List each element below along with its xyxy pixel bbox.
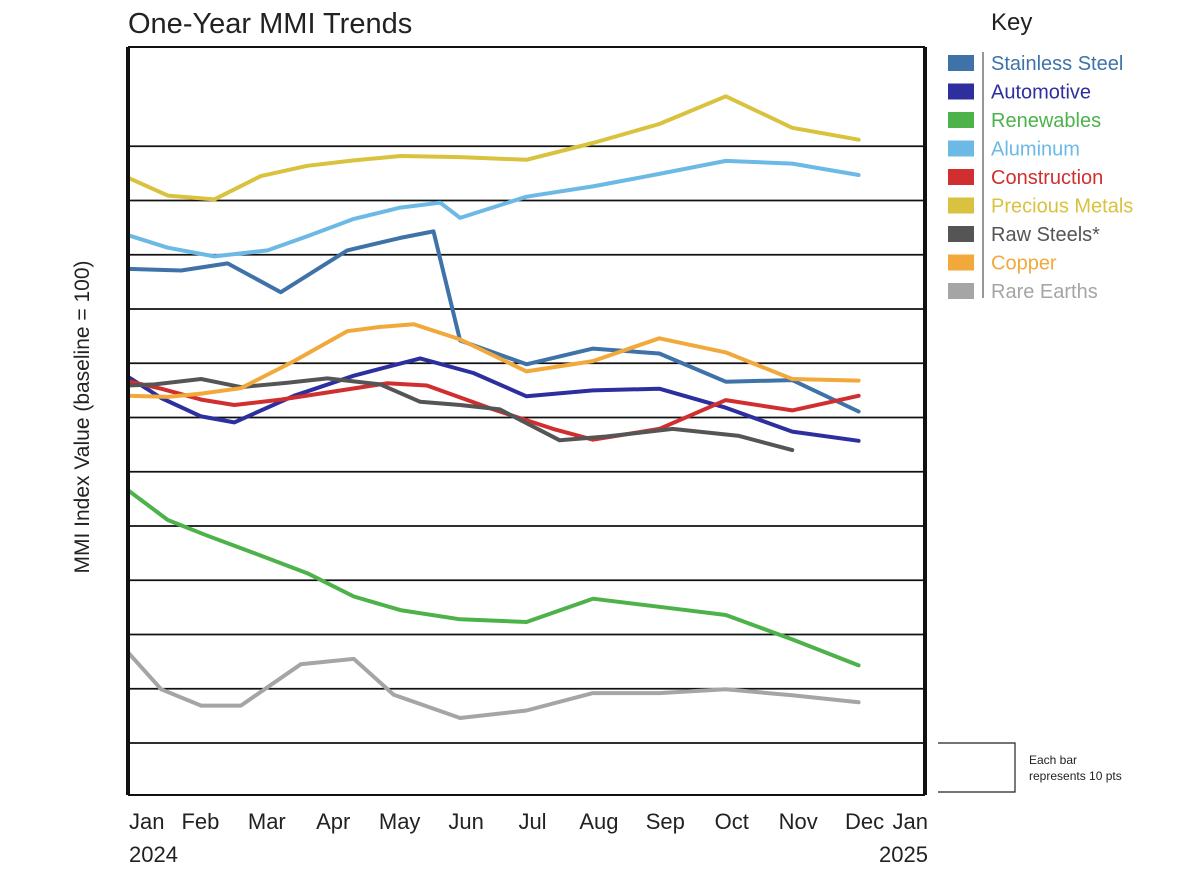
series-line-renewables (126, 488, 861, 668)
series-line-raw-steels (126, 376, 795, 453)
legend-swatch-stainless-steel (948, 55, 974, 71)
legend-label-copper: Copper (991, 253, 1057, 275)
legend-swatch-renewables (948, 112, 974, 128)
legend-label-rare-earths: Rare Earths (991, 281, 1098, 303)
legend-swatch-copper (948, 254, 974, 271)
x-tick-label: Sep (646, 809, 685, 834)
legend-swatch-raw-steels (948, 226, 974, 242)
x-tick-label: Nov (779, 809, 818, 834)
x-tick-label: Jul (518, 809, 546, 834)
plot-frame (126, 46, 927, 796)
x-tick-label: Dec (845, 809, 884, 834)
legend-label-raw-steels: Raw Steels* (991, 224, 1100, 246)
series-line-aluminum (126, 158, 861, 259)
legend: Stainless Steel Automotive Renewables Alumi… (948, 53, 1133, 303)
series-lines (126, 94, 861, 720)
x-tick-label: Apr (316, 809, 350, 834)
scale-note: Each bar represents 10 pts (938, 742, 1122, 793)
legend-swatch-automotive (948, 83, 974, 100)
series-line-precious-metals (126, 94, 861, 202)
scale-note-line-2: represents 10 pts (1029, 769, 1122, 783)
gridlines (128, 145, 925, 744)
legend-swatch-rare-earths (948, 283, 974, 299)
x-tick-label: Jan (893, 809, 928, 834)
legend-label-renewables: Renewables (991, 110, 1101, 132)
series-line-rare-earths (126, 650, 861, 720)
legend-swatch-precious-metals (948, 197, 974, 214)
x-tick-label: Mar (248, 809, 286, 834)
legend-swatch-aluminum (948, 140, 974, 157)
scale-bracket (938, 742, 1016, 793)
series-line-copper (126, 322, 861, 399)
legend-label-automotive: Automotive (991, 82, 1091, 104)
scale-note-line-1: Each bar (1029, 753, 1077, 767)
x-tick-label: Oct (715, 809, 749, 834)
legend-swatch-construction (948, 169, 974, 185)
legend-label-stainless-steel: Stainless Steel (991, 53, 1123, 75)
series-line-automotive (126, 356, 861, 443)
x-tick-label: Aug (579, 809, 618, 834)
legend-label-construction: Construction (991, 167, 1103, 189)
chart-title: One-Year MMI Trends (128, 8, 412, 40)
x-tick-label: Jun (448, 809, 483, 834)
x-tick-label: Jan (129, 809, 164, 834)
x-tick-label: Feb (181, 809, 219, 834)
series-line-construction (126, 379, 861, 442)
y-axis-label: MMI Index Value (baseline = 100) (71, 260, 94, 573)
x-tick-year-label: 2025 (879, 842, 928, 867)
legend-label-aluminum: Aluminum (991, 139, 1080, 161)
series-line-stainless-steel (126, 229, 861, 414)
x-tick-year-label: 2024 (129, 842, 178, 867)
legend-title: Key (991, 9, 1032, 36)
x-tick-label: May (379, 809, 421, 834)
legend-label-precious-metals: Precious Metals (991, 196, 1133, 218)
